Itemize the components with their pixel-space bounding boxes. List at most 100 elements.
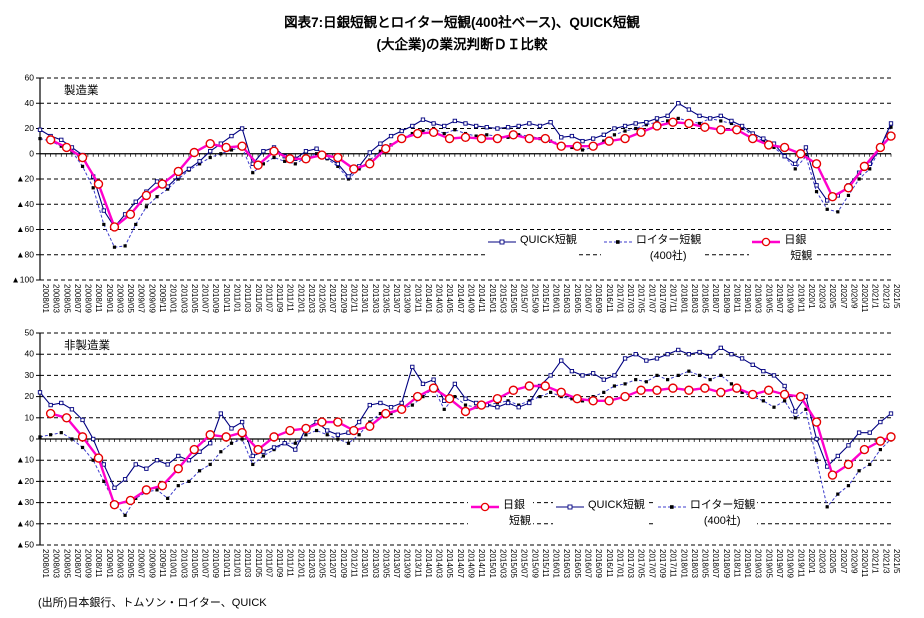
svg-text:2021/3: 2021/3 (881, 284, 890, 309)
legend-label-tankan-2: 短観 (790, 250, 813, 262)
svg-text:2009/03: 2009/03 (115, 284, 124, 313)
non-manufacturing-legend: 日銀 短観 QUICK短観 ロイター短観 (400社) (468, 497, 758, 529)
svg-text:2009/05: 2009/05 (126, 284, 135, 313)
svg-text:2015/11: 2015/11 (541, 549, 550, 578)
svg-text:2015/07: 2015/07 (520, 284, 529, 313)
svg-text:2008/05: 2008/05 (62, 284, 71, 313)
svg-text:2014/05: 2014/05 (445, 549, 454, 578)
svg-text:2018/01: 2018/01 (679, 284, 688, 313)
svg-text:2018/05: 2018/05 (701, 549, 710, 578)
svg-text:2012/01: 2012/01 (296, 284, 305, 313)
svg-text:2008/01: 2008/01 (41, 549, 50, 578)
svg-text:2019/09: 2019/09 (786, 284, 795, 313)
svg-text:2018/09: 2018/09 (722, 284, 731, 313)
legend-label-reuters: ロイター短観 (635, 234, 702, 246)
svg-text:2008/05: 2008/05 (62, 549, 71, 578)
svg-text:2014/09: 2014/09 (467, 284, 476, 313)
svg-text:2009/07: 2009/07 (137, 284, 146, 313)
svg-text:2016/07: 2016/07 (584, 549, 593, 578)
svg-text:2019/01: 2019/01 (743, 284, 752, 313)
svg-text:40: 40 (25, 349, 35, 359)
svg-text:50: 50 (25, 328, 35, 338)
svg-text:2013/05: 2013/05 (381, 549, 390, 578)
svg-text:2017/01: 2017/01 (615, 549, 624, 578)
svg-text:2013/05: 2013/05 (381, 284, 390, 313)
svg-text:2016/05: 2016/05 (573, 549, 582, 578)
svg-text:2011/07: 2011/07 (264, 549, 273, 578)
svg-text:2018/03: 2018/03 (690, 549, 699, 578)
svg-text:2010/03: 2010/03 (179, 549, 188, 578)
svg-text:▲80: ▲80 (16, 249, 34, 259)
svg-text:2012/11: 2012/11 (349, 284, 358, 313)
svg-text:2019/07: 2019/07 (775, 549, 784, 578)
svg-text:2012/03: 2012/03 (307, 549, 316, 578)
chart-title-line2: (大企業)の業況判断ＤＩ比較 (376, 37, 548, 52)
legend-item-reuters: ロイター短観 (400社) (600, 232, 704, 264)
svg-text:30: 30 (25, 370, 35, 380)
svg-text:2012/07: 2012/07 (328, 284, 337, 313)
svg-text:2010/11: 2010/11 (222, 284, 231, 313)
svg-text:2012/03: 2012/03 (307, 284, 316, 313)
svg-text:2017/01: 2017/01 (615, 284, 624, 313)
svg-text:▲20: ▲20 (16, 476, 34, 486)
svg-text:2011/11: 2011/11 (286, 549, 295, 577)
svg-text:2010/07: 2010/07 (201, 284, 210, 313)
svg-text:2008/07: 2008/07 (73, 284, 82, 313)
svg-text:10: 10 (25, 412, 35, 422)
svg-text:2012/01: 2012/01 (296, 549, 305, 578)
svg-text:2014/01: 2014/01 (424, 549, 433, 578)
svg-text:2009/03: 2009/03 (115, 549, 124, 578)
svg-text:2018/07: 2018/07 (711, 284, 720, 313)
svg-text:2021/5: 2021/5 (892, 549, 901, 574)
reuters-line-swatch (657, 501, 687, 517)
svg-text:2012/11: 2012/11 (349, 549, 358, 578)
svg-text:2019/01: 2019/01 (743, 549, 752, 578)
svg-text:2014/03: 2014/03 (435, 549, 444, 578)
svg-text:2008/01: 2008/01 (41, 284, 50, 313)
svg-text:2015/05: 2015/05 (509, 549, 518, 578)
svg-text:2017/07: 2017/07 (647, 284, 656, 313)
svg-text:2012/07: 2012/07 (328, 549, 337, 578)
svg-text:2017/03: 2017/03 (626, 284, 635, 313)
svg-text:▲20: ▲20 (16, 174, 34, 184)
svg-text:2008/03: 2008/03 (52, 549, 61, 578)
svg-text:2016/03: 2016/03 (562, 284, 571, 313)
tankan-line-swatch (751, 236, 781, 252)
legend-label-quick: QUICK短観 (588, 499, 645, 511)
source-note: (出所)日本銀行、トムソン・ロイター、QUICK (38, 597, 267, 609)
svg-text:2009/05: 2009/05 (126, 549, 135, 578)
chart-title: 図表7:日銀短観とロイター短観(400社ベース)、QUICK短観 (大企業)の業… (0, 12, 924, 56)
svg-text:2009/09: 2009/09 (147, 284, 156, 313)
svg-text:2020/3: 2020/3 (818, 284, 827, 309)
chart-title-line1: 図表7:日銀短観とロイター短観(400社ベース)、QUICK短観 (284, 15, 640, 30)
svg-text:▲30: ▲30 (16, 497, 34, 507)
svg-text:2011/03: 2011/03 (243, 549, 252, 578)
svg-text:2008/09: 2008/09 (84, 284, 93, 313)
svg-text:0: 0 (29, 148, 34, 158)
svg-text:2014/11: 2014/11 (477, 284, 486, 313)
svg-text:2019/03: 2019/03 (754, 549, 763, 578)
svg-text:2018/01: 2018/01 (679, 549, 688, 578)
svg-text:2019/05: 2019/05 (764, 284, 773, 313)
legend-label-quick: QUICK短観 (520, 234, 577, 246)
svg-text:20: 20 (25, 391, 35, 401)
svg-text:2020/9: 2020/9 (849, 549, 858, 574)
svg-text:2020/7: 2020/7 (839, 284, 848, 309)
quick-line-swatch (555, 501, 585, 517)
reuters-line-swatch (603, 236, 633, 252)
panel-label: 非製造業 (64, 338, 110, 352)
svg-text:2008/11: 2008/11 (94, 549, 103, 578)
svg-text:2010/09: 2010/09 (211, 284, 220, 313)
svg-text:2020/1: 2020/1 (807, 549, 816, 574)
svg-text:2011/01: 2011/01 (232, 549, 241, 578)
svg-text:2009/11: 2009/11 (158, 549, 167, 578)
svg-text:2018/07: 2018/07 (711, 549, 720, 578)
legend-label-tankan: 日銀 (503, 499, 525, 511)
legend-item-quick: QUICK短観 (553, 497, 647, 529)
legend-label-tankan-2: 短観 (509, 515, 531, 527)
svg-text:2015/07: 2015/07 (520, 549, 529, 578)
tankan-line-swatch (470, 501, 500, 517)
svg-text:2013/07: 2013/07 (392, 284, 401, 313)
svg-text:0: 0 (29, 434, 34, 444)
